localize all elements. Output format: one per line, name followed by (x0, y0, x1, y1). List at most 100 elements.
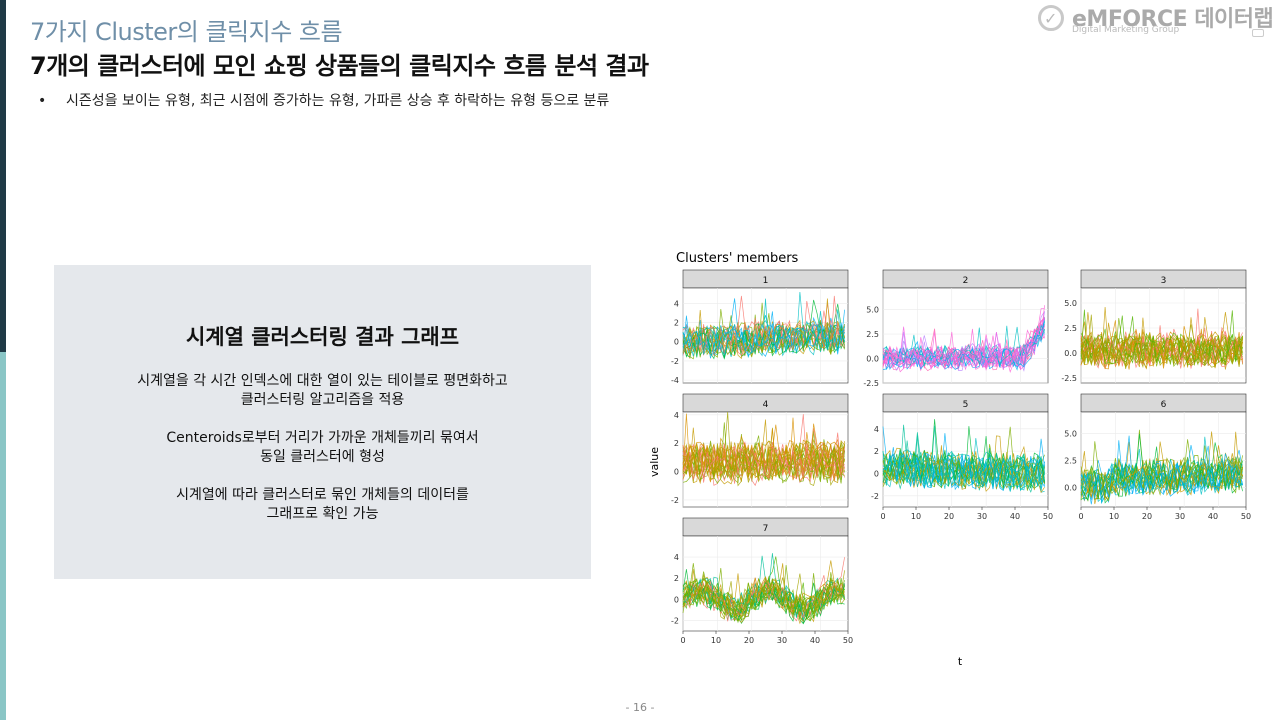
x-tick-label: 30 (1175, 512, 1185, 521)
y-tick-label: -2 (671, 357, 679, 366)
panel-paragraph: Centeroids로부터 거리가 가까운 개체들끼리 묶여서 동일 클러스터에… (54, 429, 591, 467)
facet-label: 5 (963, 400, 969, 410)
x-tick-label: 40 (1208, 512, 1218, 521)
series-line (882, 453, 1045, 491)
logo-ring-icon (1038, 5, 1064, 31)
y-tick-label: 2 (874, 447, 879, 456)
y-tick-label: 4 (674, 411, 679, 420)
x-tick-label: 0 (880, 512, 885, 521)
series-line (882, 424, 1045, 487)
x-tick-label: 50 (1241, 512, 1251, 521)
x-tick-label: 30 (777, 636, 787, 645)
y-tick-label: -2.5 (1061, 374, 1077, 383)
y-tick-label: 4 (674, 299, 679, 308)
y-tick-label: -4 (671, 376, 679, 385)
facet-label: 2 (963, 276, 969, 286)
y-tick-label: 2 (674, 574, 679, 583)
facet-panel-6: 6 5.0 2.5 0.0 0 10 20 30 40 50 (1064, 393, 1251, 521)
left-accent-bar-dark (0, 0, 6, 352)
series-line (682, 443, 845, 481)
logo-tag-icon (1252, 29, 1264, 37)
x-axis-label: t (958, 655, 963, 668)
panel-paragraph: 시계열에 따라 클러스터로 묶인 개체들의 데이터를 그래프로 확인 가능 (54, 486, 591, 524)
facet-panel-3: 3 5.0 2.5 0.0 -2.5 (1061, 269, 1247, 384)
series-line (682, 303, 845, 356)
series-line (682, 299, 845, 360)
series-line (882, 453, 1045, 490)
panel-line: 클러스터링 알고리즘을 적용 (240, 392, 405, 408)
series-line (882, 326, 1045, 369)
series-line (883, 325, 1045, 367)
series-line (682, 560, 845, 617)
y-tick-label: -2.5 (863, 379, 879, 388)
logo-check-icon: ✓ (1044, 9, 1058, 28)
y-tick-label: 0.0 (866, 355, 879, 364)
x-tick-label: 10 (911, 512, 921, 521)
facet-label: 6 (1161, 400, 1167, 410)
y-tick-label: 5.0 (1064, 299, 1077, 308)
panel-line: 시계열에 따라 클러스터로 묶인 개체들의 데이터를 (176, 487, 469, 503)
x-tick-label: 20 (744, 636, 754, 645)
x-tick-label: 50 (1043, 512, 1053, 521)
y-tick-label: 2.5 (866, 330, 879, 339)
facet-panel-4: 4 4 2 0 -2 (671, 393, 849, 508)
series-line (682, 579, 845, 622)
y-tick-label: 0 (674, 595, 679, 604)
series-line (1080, 324, 1243, 370)
series-line (1080, 320, 1243, 370)
panel-line: 시계열을 각 시간 인덱스에 대한 열이 있는 테이블로 평면화하고 (137, 373, 508, 389)
y-tick-label: 0.0 (1064, 484, 1077, 493)
y-tick-label: 5.0 (866, 306, 879, 315)
y-tick-label: -2 (871, 492, 879, 501)
logo-subtitle: Digital Marketing Group (1072, 25, 1180, 35)
left-accent-bar-teal (0, 352, 6, 720)
facet-panel-1: 1 4 2 0 -2 -4 (671, 269, 849, 385)
y-tick-label: 2 (674, 439, 679, 448)
chart-panels: 1420-2-425.02.50.0-2.535.02.50.0-2.54420… (671, 269, 1251, 645)
panel-line: 동일 클러스터에 형성 (260, 449, 385, 465)
panel-title: 시계열 클러스터링 결과 그래프 (185, 325, 460, 349)
x-tick-label: 0 (1078, 512, 1083, 521)
y-tick-label: 4 (674, 553, 679, 562)
y-tick-label: 0 (874, 469, 879, 478)
y-tick-label: 2.5 (1064, 324, 1077, 333)
panel-line: 그래프로 확인 가능 (266, 506, 379, 522)
facet-label: 7 (763, 524, 769, 534)
bullet-item: • 시즌성을 보이는 유형, 최근 시점에 증가하는 유형, 가파른 상승 후 하… (38, 90, 609, 110)
series-line (682, 322, 845, 357)
series-line (1080, 440, 1243, 505)
series-line (1080, 433, 1243, 500)
slide-headline: 7개의 클러스터에 모인 쇼핑 상품들의 클릭지수 흐름 분석 결과 (30, 52, 649, 80)
series-line (682, 570, 845, 613)
logo-brand: eMFORCE 데이터랩 (1072, 7, 1274, 32)
series-line (682, 309, 845, 356)
x-tick-label: 20 (944, 512, 954, 521)
chart-title: Clusters' members (676, 251, 799, 266)
bullet-text: 시즌성을 보이는 유형, 최근 시점에 증가하는 유형, 가파른 상승 후 하락… (66, 93, 610, 109)
facet-label: 3 (1161, 276, 1167, 286)
y-tick-label: 0 (674, 338, 679, 347)
series-line (882, 455, 1045, 493)
series-line (682, 325, 845, 359)
series-line (682, 442, 845, 477)
panel-line: Centeroids로부터 거리가 가까운 개체들끼리 묶여서 (166, 430, 479, 446)
y-tick-label: 0 (674, 468, 679, 477)
series-line (882, 317, 1045, 367)
bullet-dot-icon: • (38, 93, 47, 109)
y-tick-label: 2 (674, 319, 679, 328)
y-tick-label: -2 (671, 616, 679, 625)
series-line (682, 573, 845, 620)
summary-panel: 시계열 클러스터링 결과 그래프 시계열을 각 시간 인덱스에 대한 열이 있는… (54, 265, 591, 579)
facet-label: 4 (763, 400, 769, 410)
series-line (682, 569, 845, 622)
facet-label: 1 (763, 276, 769, 286)
x-tick-label: 40 (1010, 512, 1020, 521)
x-tick-label: 10 (711, 636, 721, 645)
page-number: - 16 - (625, 701, 655, 714)
clusters-chart: Clusters' members 1420-2-425.02.50.0-2.5… (648, 251, 1251, 668)
y-tick-label: -2 (671, 496, 679, 505)
y-tick-label: 2.5 (1064, 457, 1077, 466)
series-line (682, 315, 845, 356)
